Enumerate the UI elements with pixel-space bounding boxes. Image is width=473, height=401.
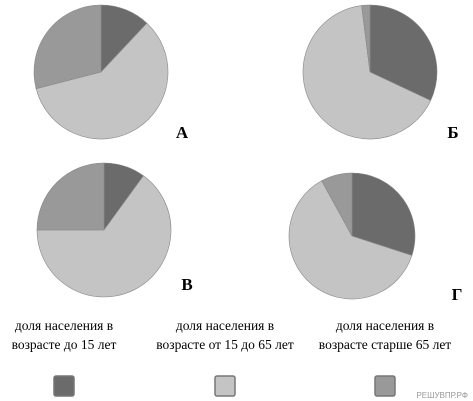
pie-slice bbox=[288, 180, 413, 300]
pie-label: А bbox=[176, 123, 189, 142]
legend-swatch bbox=[374, 375, 396, 397]
legend-swatch bbox=[53, 375, 75, 397]
pie-slice bbox=[361, 4, 371, 73]
pie-slice bbox=[321, 172, 353, 237]
legend-text: доля населения в bbox=[336, 318, 434, 333]
pie-label: В bbox=[181, 275, 192, 294]
legend-text: возрасте от 15 до 65 лет bbox=[156, 337, 294, 352]
pie-label: Г bbox=[452, 285, 463, 304]
pie-label: Б bbox=[447, 123, 458, 142]
pie-slice bbox=[33, 4, 102, 90]
legend-text: доля населения в bbox=[176, 318, 274, 333]
pie-slice bbox=[351, 172, 416, 256]
legend-swatch bbox=[214, 375, 236, 397]
legend-text: возрасте до 15 лет bbox=[12, 337, 117, 352]
watermark: РЕШУВПР.РФ bbox=[416, 391, 468, 400]
pie-slice bbox=[36, 162, 105, 231]
pie-slice bbox=[35, 22, 169, 140]
pie-slice bbox=[302, 5, 432, 140]
pie-slice bbox=[36, 175, 172, 298]
legend-text: возрасте старше 65 лет bbox=[319, 337, 452, 352]
legend-text: доля населения в bbox=[15, 318, 113, 333]
pie-slice bbox=[369, 4, 438, 101]
